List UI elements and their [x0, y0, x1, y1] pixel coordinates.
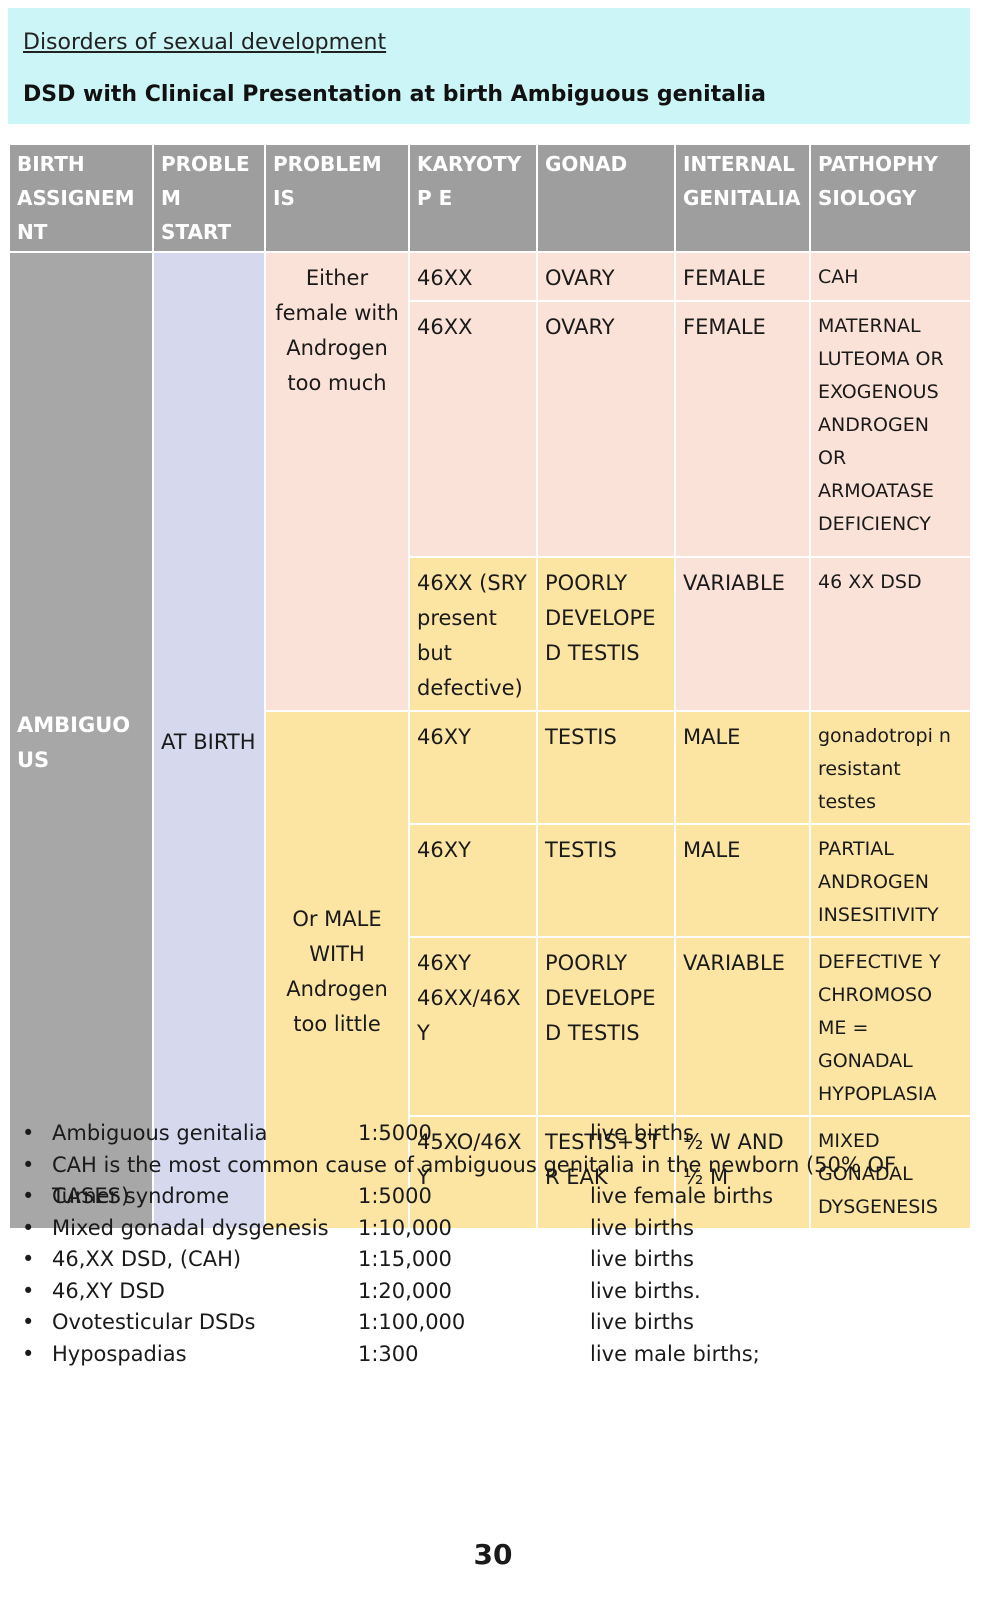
stat-label: 46,XY DSD	[52, 1278, 165, 1303]
birth-assignment-cell: AMBIGUOUS	[8, 251, 154, 1230]
col-header-birth-assignment: BIRTH ASSIGNEMNT	[8, 143, 154, 253]
dsd-table: BIRTH ASSIGNEMNT PROBLEM START PROBLEM I…	[8, 143, 972, 1230]
karyotype-cell: 46XX (SRY present but defective)	[408, 556, 538, 712]
list-item: Ambiguous genitalia 1:5000 live births	[20, 1118, 970, 1150]
stat-label: Ovotesticular DSDs	[52, 1310, 256, 1334]
internal-genitalia-cell: MALE	[674, 823, 811, 938]
stat-ratio: 1:15,000	[358, 1247, 452, 1271]
col-header-internal-genitalia: INTERNAL GENITALIA	[674, 143, 811, 253]
gonad-cell: OVARY	[536, 251, 676, 302]
col-header-problem-start: PROBLEM START	[152, 143, 266, 253]
pathophysiology-cell: PARTIAL ANDROGEN INSESITIVITY	[809, 823, 972, 938]
stat-ratio: 1:5000	[358, 1121, 432, 1145]
stat-unit: live births	[590, 1215, 694, 1240]
stat-unit: live births	[590, 1247, 694, 1271]
internal-genitalia-cell: FEMALE	[674, 300, 811, 558]
stat-unit: live male births;	[590, 1341, 760, 1366]
pathophysiology-cell: CAH	[809, 251, 972, 302]
table-header-row: BIRTH ASSIGNEMNT PROBLEM START PROBLEM I…	[8, 143, 972, 253]
table-row: Or MALE WITH Androgen too little 46XY TE…	[9, 710, 972, 1230]
table-row: 46XX OVARY FEMALE MATERNAL LUTEOMA OR EX…	[9, 300, 972, 558]
karyotype-cell: 46XY	[408, 823, 538, 938]
page-title: DSD with Clinical Presentation at birth …	[23, 82, 767, 107]
page-number: 30	[473, 1538, 513, 1571]
section-subtitle: Disorders of sexual development	[23, 30, 387, 55]
gonad-cell: OVARY	[536, 300, 676, 558]
table-row: AMBIGUOUS AT BIRTH Either female with An…	[8, 251, 972, 1230]
title-banner: Disorders of sexual development DSD with…	[8, 8, 970, 124]
stat-unit: live births	[590, 1121, 694, 1145]
gonad-cell: TESTIS	[536, 710, 676, 825]
karyotype-cell: 46XY	[408, 710, 538, 825]
internal-genitalia-cell: VARIABLE	[674, 936, 811, 1117]
internal-genitalia-cell: MALE	[674, 710, 811, 825]
stat-ratio: 1:5000	[358, 1184, 432, 1208]
karyotype-cell: 46XX	[408, 300, 538, 558]
stat-label: Mixed gonadal dysgenesis	[52, 1215, 329, 1240]
stat-unit: live female births	[590, 1184, 774, 1208]
list-item: Hypospadias 1:300 live male births;	[20, 1339, 970, 1371]
stat-label: Ambiguous genitalia	[52, 1121, 268, 1145]
pathophysiology-cell: 46 XX DSD	[809, 556, 972, 712]
problem-female-cell: Either female with Androgen too much	[264, 251, 410, 712]
table-row: 46XX (SRY present but defective) POORLY …	[9, 556, 972, 712]
karyotype-cell: 46XX	[408, 251, 538, 302]
gonad-cell: TESTIS	[536, 823, 676, 938]
stat-label: Turner syndrome	[52, 1184, 230, 1208]
stat-ratio: 1:10,000	[358, 1215, 452, 1240]
stat-ratio: 1:20,000	[358, 1278, 452, 1303]
pathophysiology-cell: MATERNAL LUTEOMA OR EXOGENOUS ANDROGEN O…	[809, 300, 972, 558]
col-header-problem-is: PROBLEM IS	[264, 143, 410, 253]
list-item: Turner syndrome 1:5000 live female births	[20, 1181, 970, 1213]
pathophysiology-cell: DEFECTIVE Y CHROMOSO ME = GONADAL HYPOPL…	[809, 936, 972, 1117]
col-header-karyotype: KARYOTYP E	[408, 143, 538, 253]
internal-genitalia-cell: VARIABLE	[674, 556, 811, 712]
list-item: CAH is the most common cause of ambiguou…	[20, 1150, 970, 1209]
stat-unit: live births.	[590, 1278, 701, 1303]
stat-label: Hypospadias	[52, 1341, 187, 1366]
gonad-cell: POORLY DEVELOPED TESTIS	[536, 556, 676, 712]
col-header-pathophysiology: PATHOPHY SIOLOGY	[809, 143, 972, 253]
problem-start-cell: AT BIRTH	[152, 251, 266, 1230]
gonad-cell: POORLY DEVELOPED TESTIS	[536, 936, 676, 1117]
list-item: Mixed gonadal dysgenesis 1:10,000 live bir…	[20, 1213, 970, 1245]
internal-genitalia-cell: FEMALE	[674, 251, 811, 302]
stat-ratio: 1:300	[358, 1341, 419, 1366]
list-item: 46,XY DSD 1:20,000 live births.	[20, 1276, 970, 1308]
stat-ratio: 1:100,000	[358, 1310, 466, 1334]
list-item: Ovotesticular DSDs 1:100,000 live births	[20, 1307, 970, 1339]
incidence-list: Ambiguous genitalia 1:5000 live births CAH…	[20, 1118, 970, 1370]
table-row: 46XY 46XX/46XY POORLY DEVELOPED TESTIS V…	[9, 936, 972, 1117]
table-row: 46XY TESTIS MALE PARTIAL ANDROGEN INSESI…	[9, 823, 972, 938]
pathophysiology-cell: gonadotropi n resistant testes	[809, 710, 972, 825]
col-header-gonad: GONAD	[536, 143, 676, 253]
list-item: 46,XX DSD, (CAH) 1:15,000 live births	[20, 1244, 970, 1276]
karyotype-cell: 46XY 46XX/46XY	[408, 936, 538, 1117]
stat-label: 46,XX DSD, (CAH)	[52, 1247, 242, 1271]
stat-unit: live births	[590, 1310, 694, 1334]
